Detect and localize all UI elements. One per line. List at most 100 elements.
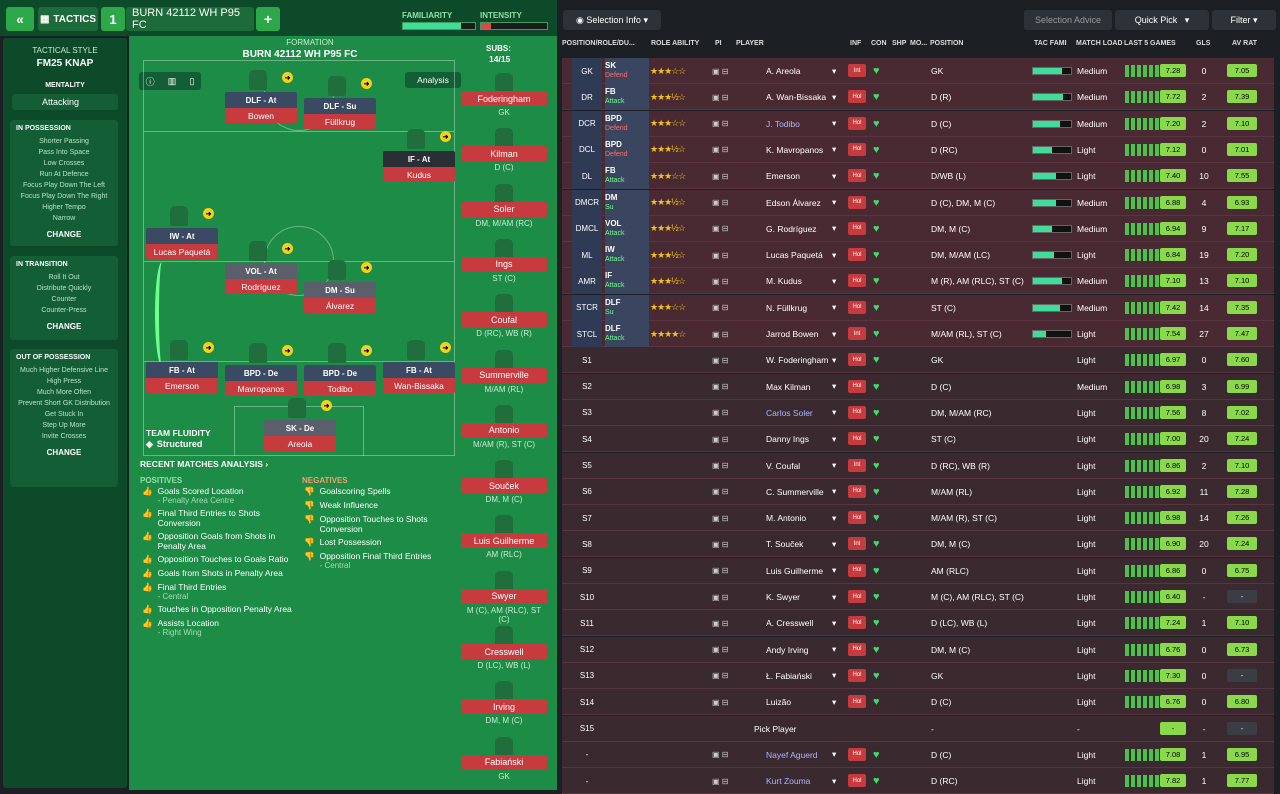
player-role[interactable]: DLF - Su bbox=[304, 98, 376, 114]
player-row[interactable]: DCL BPD Defend ★★★½☆ ▣ ⊟ K. Mavropanos ▾ Hol ♥ D … bbox=[562, 136, 1274, 163]
player-role[interactable]: FB - At bbox=[146, 362, 218, 378]
in-transition-section[interactable]: IN TRANSITION Roll It Out Distribute Quic… bbox=[10, 256, 118, 340]
sub-name[interactable]: Swyer bbox=[461, 588, 547, 604]
position-cell[interactable]: STCL bbox=[572, 321, 602, 347]
pitch-player[interactable]: BPD - De Mavropanos bbox=[225, 365, 307, 397]
player-name[interactable]: W. Foderingham bbox=[766, 355, 829, 366]
player-name[interactable]: V. Coufal bbox=[766, 460, 801, 471]
player-row[interactable]: S6 ▣ ⊟ C. Summerville ▾ Hol ♥ M/AM (RL) Light 6.… bbox=[562, 478, 1274, 505]
column-header[interactable]: LAST 5 GAMES bbox=[1124, 40, 1176, 47]
sub-name[interactable]: Coufal bbox=[461, 312, 547, 328]
sub-name[interactable]: Fabiański bbox=[461, 754, 547, 770]
player-role[interactable]: SK - De bbox=[264, 420, 336, 436]
column-header[interactable]: PLAYER bbox=[736, 40, 764, 47]
substitute[interactable]: Kilman D (C) bbox=[461, 146, 547, 176]
player-name[interactable]: Nayef Aguerd bbox=[766, 749, 818, 760]
position-cell[interactable]: AMR bbox=[572, 268, 602, 295]
chevron-down-icon[interactable]: ▾ bbox=[832, 354, 837, 365]
chevron-down-icon[interactable]: ▾ bbox=[832, 696, 837, 707]
position-cell[interactable]: S9 bbox=[582, 566, 592, 576]
substitute[interactable]: Ings ST (C) bbox=[461, 256, 547, 287]
sub-name[interactable]: Irving bbox=[461, 699, 547, 715]
pick-player-select[interactable]: Pick Player bbox=[754, 723, 797, 734]
change-button[interactable]: CHANGE bbox=[46, 448, 82, 457]
player-name[interactable]: Emerson bbox=[146, 378, 218, 393]
player-name[interactable]: Todibo bbox=[304, 381, 376, 396]
substitute[interactable]: Fabiański GK bbox=[461, 754, 547, 785]
out-of-possession-section[interactable]: OUT OF POSSESSION Much Higher Defensive … bbox=[10, 349, 118, 487]
substitute[interactable]: Soler DM, M/AM (RC) bbox=[461, 201, 547, 232]
player-role[interactable]: DM - Su bbox=[304, 282, 376, 298]
chevron-down-icon[interactable]: ▾ bbox=[832, 486, 837, 497]
mentality-select[interactable]: Attacking bbox=[12, 94, 118, 110]
player-name[interactable]: Luizão bbox=[766, 697, 792, 708]
chevron-down-icon[interactable]: ▾ bbox=[832, 565, 837, 576]
chevron-down-icon[interactable]: ▾ bbox=[832, 223, 837, 234]
position-cell[interactable]: S13 bbox=[579, 671, 595, 681]
player-name[interactable]: Wan-Bissaka bbox=[383, 378, 455, 393]
substitute[interactable]: Souček DM, M (C) bbox=[461, 478, 547, 508]
role-cell[interactable]: BPD Defend bbox=[605, 136, 649, 163]
column-header[interactable]: GLS bbox=[1196, 40, 1211, 47]
position-cell[interactable]: S10 bbox=[579, 592, 595, 602]
pitch-player[interactable]: IW - At Lucas Paquetá bbox=[146, 228, 228, 260]
tactic-name[interactable]: BURN 42112 WH P95 FC bbox=[126, 7, 254, 31]
position-cell[interactable]: S3 bbox=[582, 408, 592, 418]
role-cell[interactable]: DM Su bbox=[605, 189, 649, 216]
position-cell[interactable]: S14 bbox=[579, 697, 595, 707]
player-role[interactable]: FB - At bbox=[383, 362, 455, 378]
selection-info-button[interactable]: ◉ Selection Info ▾ bbox=[563, 10, 661, 30]
column-header[interactable]: INF bbox=[850, 40, 862, 47]
player-name[interactable]: A. Cresswell bbox=[766, 618, 814, 629]
player-name[interactable]: Lucas Paquetá bbox=[146, 244, 218, 259]
position-cell[interactable]: S2 bbox=[582, 382, 592, 392]
player-row[interactable]: S1 ▣ ⊟ W. Foderingham ▾ Hol ♥ GK Light 6.97 0 7.60 bbox=[562, 347, 1274, 374]
player-name[interactable]: Mavropanos bbox=[225, 381, 297, 396]
player-row[interactable]: S13 ▣ ⊟ Ł. Fabiański ▾ Hol ♥ GK Light 7.30 0 - bbox=[562, 662, 1274, 689]
player-row[interactable]: DR FB Attack ★★★½☆ ▣ ⊟ A. Wan-Bissaka ▾ Hol ♥ D (… bbox=[562, 84, 1274, 111]
position-cell[interactable]: DR bbox=[572, 84, 602, 111]
player-name[interactable]: J. Todibo bbox=[766, 118, 800, 129]
substitute[interactable]: Swyer M (C), AM (RLC), ST (C) bbox=[461, 588, 547, 624]
player-row[interactable]: S12 ▣ ⊟ Andy Irving ▾ Hol ♥ DM, M (C) Light 6.76… bbox=[562, 636, 1274, 663]
player-name[interactable]: Jarrod Bowen bbox=[766, 329, 819, 339]
pitch-icon[interactable]: ▯ bbox=[189, 75, 195, 86]
chevron-down-icon[interactable]: ▾ bbox=[832, 197, 837, 207]
pitch-player[interactable]: BPD - De Todibo bbox=[304, 365, 386, 397]
chevron-down-icon[interactable]: ▾ bbox=[832, 644, 837, 655]
player-name[interactable]: Álvarez bbox=[304, 298, 376, 313]
position-cell[interactable]: S8 bbox=[582, 539, 592, 549]
analysis-button[interactable]: Analysis bbox=[405, 72, 461, 88]
chevron-down-icon[interactable]: ▾ bbox=[832, 381, 837, 392]
player-role[interactable]: IW - At bbox=[146, 228, 218, 244]
pitch-player[interactable]: DM - Su Álvarez bbox=[304, 282, 386, 314]
chevron-down-icon[interactable]: ▾ bbox=[832, 775, 837, 786]
player-name[interactable]: Kudus bbox=[383, 167, 455, 182]
player-name[interactable]: Edson Álvarez bbox=[766, 197, 821, 208]
column-header[interactable]: SHP bbox=[892, 40, 907, 47]
chevron-down-icon[interactable]: ▾ bbox=[832, 460, 837, 470]
player-role[interactable]: VOL - At bbox=[225, 263, 297, 279]
chart-icon[interactable]: ▥ bbox=[167, 75, 177, 86]
substitute[interactable]: Foderingham GK bbox=[461, 91, 547, 121]
substitute[interactable]: Coufal D (RC), WB (R) bbox=[461, 312, 547, 342]
position-cell[interactable]: S5 bbox=[582, 461, 592, 470]
position-cell[interactable]: S11 bbox=[580, 618, 594, 628]
column-header[interactable]: MATCH LOAD bbox=[1076, 40, 1123, 47]
column-header[interactable]: ROLE ABILITY bbox=[651, 40, 700, 47]
chevron-down-icon[interactable]: ▾ bbox=[832, 65, 837, 76]
player-name[interactable]: Carlos Soler bbox=[766, 407, 813, 418]
pitch-player[interactable]: DLF - Su Füllkrug bbox=[304, 98, 386, 130]
player-name[interactable]: K. Swyer bbox=[766, 592, 801, 602]
recent-matches-analysis-link[interactable]: RECENT MATCHES ANALYSIS › bbox=[140, 459, 269, 469]
pitch-player[interactable]: DLF - At Bowen bbox=[225, 92, 307, 124]
player-name[interactable]: Andy Irving bbox=[766, 644, 809, 655]
chevron-down-icon[interactable]: ▾ bbox=[832, 118, 837, 129]
player-row[interactable]: DMCR DM Su ★★★½☆ ▣ ⊟ Edson Álvarez ▾ Hol ♥ D (C),… bbox=[562, 189, 1274, 216]
player-row[interactable]: S7 ▣ ⊟ M. Antonio ▾ Hol ♥ M/AM (R), ST (C) Ligh… bbox=[562, 505, 1274, 532]
column-header[interactable]: POSITION bbox=[930, 40, 964, 47]
player-row[interactable]: S9 ▣ ⊟ Luis Guilherme ▾ Hol ♥ AM (RLC) Light 6.8… bbox=[562, 557, 1274, 584]
column-header[interactable]: AV RAT bbox=[1232, 40, 1258, 47]
position-cell[interactable]: ML bbox=[572, 242, 602, 269]
player-row[interactable]: STCL DLF Attack ★★★★☆ ▣ ⊟ Jarrod Bowen ▾ Int ♥ M/… bbox=[562, 321, 1274, 347]
